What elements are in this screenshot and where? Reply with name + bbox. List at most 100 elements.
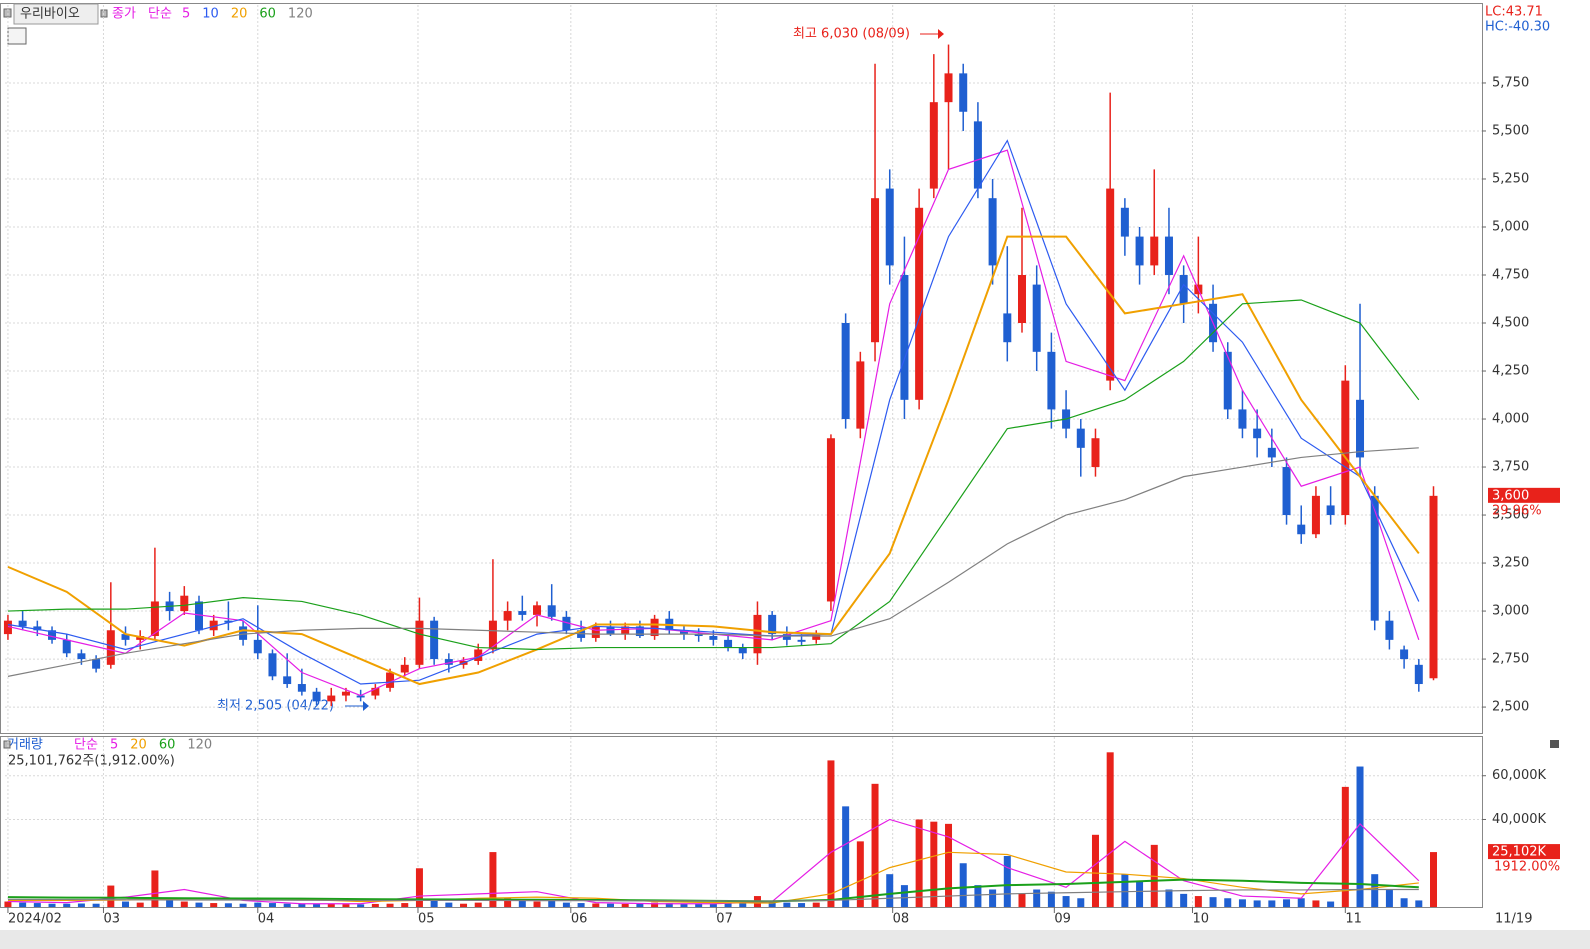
volume-bar bbox=[1047, 891, 1055, 907]
candle-body bbox=[679, 630, 688, 635]
candle-body bbox=[635, 626, 644, 637]
volume-bar bbox=[1327, 901, 1335, 907]
candle-body bbox=[386, 672, 395, 688]
volume-bar bbox=[4, 901, 12, 907]
candle-body bbox=[121, 634, 130, 640]
volume-bar bbox=[548, 900, 556, 907]
candle-body bbox=[591, 626, 600, 638]
last-date: 11/19 bbox=[1495, 912, 1532, 927]
legend-entry: 60 bbox=[159, 738, 176, 753]
candle-body bbox=[371, 687, 380, 696]
stock-name-box[interactable] bbox=[13, 3, 99, 25]
candle-body bbox=[768, 614, 777, 635]
candle-body bbox=[1223, 351, 1232, 410]
volume-bar bbox=[1121, 874, 1129, 907]
volume-bar bbox=[504, 898, 512, 907]
y-tick-label: 3,750 bbox=[1492, 460, 1529, 475]
y-tick-label: 3,500 bbox=[1492, 508, 1529, 523]
x-tick-label: 11 bbox=[1345, 912, 1362, 927]
lc-label: LC:43.71 bbox=[1485, 5, 1543, 20]
volume-bar bbox=[930, 821, 938, 907]
volume-bar bbox=[974, 885, 982, 907]
candle-body bbox=[547, 605, 556, 617]
volume-title: 거래량 bbox=[7, 738, 43, 753]
volume-bar bbox=[1415, 900, 1423, 907]
volume-bar bbox=[1209, 897, 1217, 907]
volume-bar bbox=[1106, 752, 1114, 907]
volume-bar bbox=[562, 902, 570, 907]
candle-body bbox=[826, 438, 835, 602]
volume-bar bbox=[739, 903, 747, 907]
candle-body bbox=[944, 73, 953, 103]
candle-body bbox=[1150, 236, 1159, 266]
candle-body bbox=[150, 601, 159, 637]
candle-body bbox=[400, 664, 409, 673]
candle-body bbox=[621, 626, 630, 635]
volume-bar bbox=[48, 903, 56, 907]
price-panel bbox=[0, 3, 1483, 734]
candle-body bbox=[1326, 505, 1335, 516]
y-tick-label: 4,500 bbox=[1492, 316, 1529, 331]
x-tick-label: 06 bbox=[571, 912, 588, 927]
candle-body bbox=[106, 630, 115, 665]
candle-body bbox=[841, 323, 850, 420]
ma-line bbox=[7, 851, 1419, 904]
volume-bar bbox=[606, 903, 614, 907]
volume-bar bbox=[1400, 898, 1408, 907]
candle-body bbox=[518, 611, 527, 615]
legend-entry: 5 bbox=[182, 7, 190, 22]
candle-body bbox=[33, 626, 42, 631]
volume-bar bbox=[842, 806, 850, 907]
volume-bar bbox=[798, 903, 806, 907]
change-label: 29.96% bbox=[1492, 503, 1542, 518]
scroll-bar[interactable] bbox=[0, 930, 1590, 949]
candle-body bbox=[709, 636, 718, 640]
x-tick-label: 07 bbox=[716, 912, 733, 927]
y-tick-label: 4,250 bbox=[1492, 364, 1529, 379]
volume-bar bbox=[151, 870, 159, 907]
candle-body bbox=[1414, 664, 1423, 685]
volume-bar bbox=[19, 902, 27, 907]
volume-bar bbox=[210, 903, 218, 907]
candle-body bbox=[1076, 428, 1085, 448]
candle-body bbox=[1311, 495, 1320, 535]
x-tick-label: 10 bbox=[1192, 912, 1209, 927]
volume-bar bbox=[357, 904, 365, 907]
candle-body bbox=[929, 102, 938, 189]
legend-price: 종가 bbox=[112, 7, 136, 22]
ma-line bbox=[7, 149, 1420, 697]
last-price-label: 3,600 bbox=[1492, 488, 1529, 503]
legend-entry: 10 bbox=[202, 7, 219, 22]
candle-body bbox=[1106, 188, 1115, 381]
candle-body bbox=[1238, 409, 1247, 429]
volume-bar bbox=[1297, 898, 1305, 907]
candle-body bbox=[356, 695, 365, 698]
candle-body bbox=[1091, 438, 1100, 468]
icon bbox=[100, 9, 108, 18]
settings-button[interactable] bbox=[7, 27, 27, 45]
candle-body bbox=[3, 620, 12, 635]
candle-body bbox=[415, 620, 424, 665]
y-tick-label: 3,250 bbox=[1492, 556, 1529, 571]
volume-bar bbox=[886, 874, 894, 907]
candle-body bbox=[1179, 274, 1188, 304]
x-tick-label: 05 bbox=[418, 912, 435, 927]
volume-bar bbox=[474, 902, 482, 907]
volume-bar bbox=[92, 903, 100, 907]
volume-bar bbox=[1033, 889, 1041, 907]
candle-body bbox=[62, 639, 71, 654]
volume-bar bbox=[783, 902, 791, 907]
volume-bar bbox=[900, 885, 908, 907]
volume-bar bbox=[871, 783, 879, 907]
candle-body bbox=[488, 620, 497, 650]
volume-change-label: 1912.00% bbox=[1494, 860, 1560, 875]
candle-body bbox=[1400, 649, 1409, 660]
volume-bar bbox=[239, 903, 247, 907]
close-button[interactable] bbox=[1550, 740, 1559, 748]
volume-bar bbox=[636, 903, 644, 907]
candle-body bbox=[562, 616, 571, 631]
legend-entry: 120 bbox=[187, 738, 212, 753]
candle-body bbox=[341, 691, 350, 696]
candle-body bbox=[253, 639, 262, 654]
ma-line bbox=[7, 299, 1420, 651]
